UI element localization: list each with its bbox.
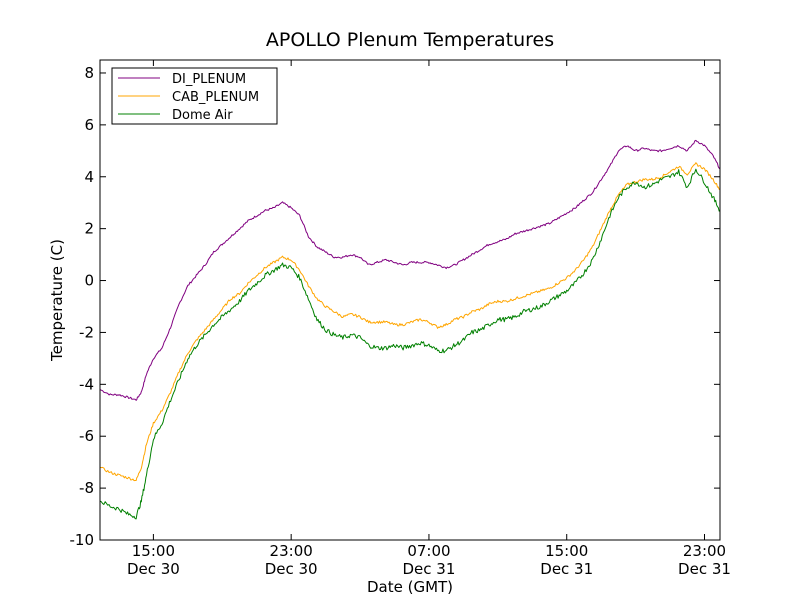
series-line-di-plenum: [99, 139, 721, 401]
y-tick-label: -2: [79, 323, 94, 341]
y-tick-label: 0: [84, 272, 94, 290]
x-tick-time-label: 23:00: [270, 542, 313, 560]
y-tick-label: 8: [84, 64, 94, 82]
series-line-dome-air: [99, 168, 721, 520]
y-tick-label: -4: [79, 375, 94, 393]
plot-frame: [99, 59, 721, 541]
x-tick-date-label: Dec 30: [265, 560, 318, 578]
y-tick-label: 6: [84, 116, 94, 134]
x-tick-time-label: 15:00: [545, 542, 588, 560]
series-line-cab-plenum: [99, 162, 721, 482]
x-tick-date-label: Dec 30: [127, 560, 180, 578]
series-layer: [99, 139, 721, 520]
y-axis-label: Temperature (C): [48, 239, 66, 362]
legend-label: CAB_PLENUM: [172, 90, 259, 105]
legend-label: DI_PLENUM: [172, 72, 246, 87]
x-axis-label: Date (GMT): [367, 578, 453, 596]
x-tick-time-label: 23:00: [683, 542, 726, 560]
x-tick-time-label: 15:00: [132, 542, 175, 560]
y-tick-label: 4: [84, 168, 94, 186]
y-tick-label: -6: [79, 427, 94, 445]
y-tick-label: -8: [79, 479, 94, 497]
x-tick-date-label: Dec 31: [402, 560, 455, 578]
chart-title: APOLLO Plenum Temperatures: [266, 29, 554, 51]
x-tick-date-label: Dec 31: [678, 560, 731, 578]
y-axis: -10 -8 -6 -4 -2 0 2 4 6 8: [70, 64, 720, 549]
y-tick-label: -10: [70, 531, 95, 549]
x-tick-date-label: Dec 31: [540, 560, 593, 578]
legend: DI_PLENUM CAB_PLENUM Dome Air: [111, 67, 278, 125]
y-tick-label: 2: [84, 220, 94, 238]
legend-label: Dome Air: [172, 108, 233, 123]
x-tick-time-label: 07:00: [407, 542, 450, 560]
